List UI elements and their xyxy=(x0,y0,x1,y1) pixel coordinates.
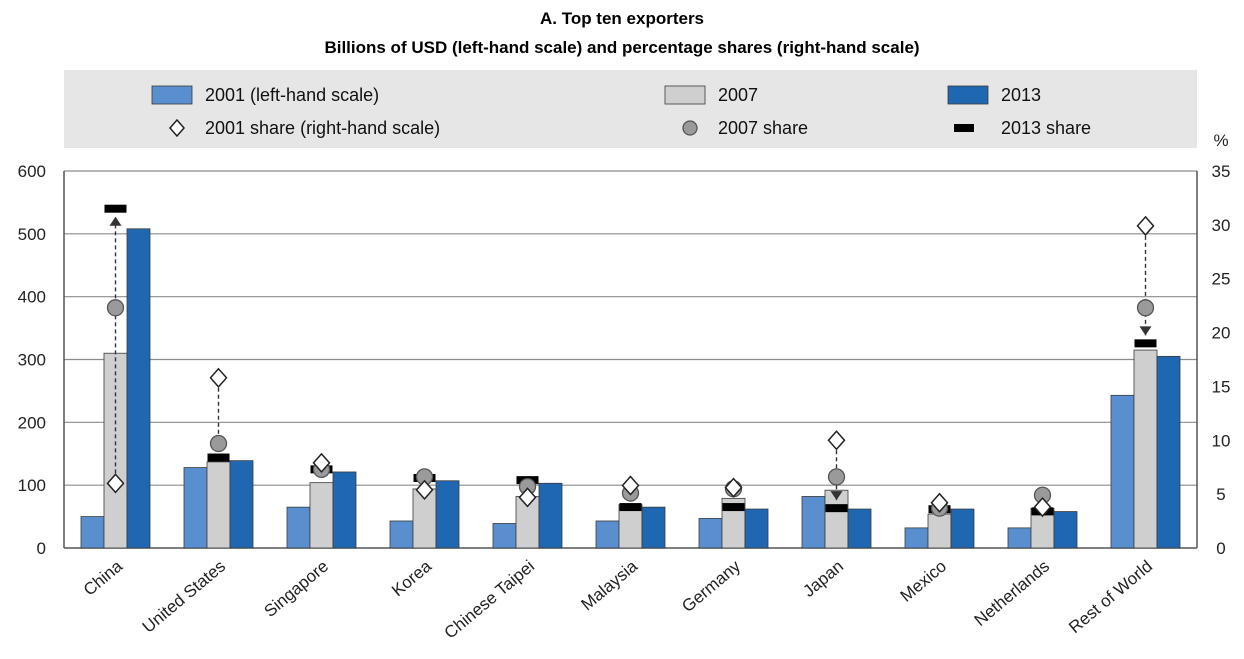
legend: 2001 (left-hand scale) 2007 2013 2001 share… xyxy=(64,70,1197,148)
left-tick-label: 600 xyxy=(18,162,46,181)
legend-swatch xyxy=(151,85,193,105)
marker-2001-share xyxy=(930,492,949,513)
legend-label: 2007 xyxy=(718,85,758,105)
marker-2007-share xyxy=(209,434,228,453)
right-tick-label: 0 xyxy=(1216,539,1225,558)
arrowhead-icon xyxy=(1139,326,1152,336)
left-tick-label: 100 xyxy=(18,476,46,495)
right-tick-label: 25 xyxy=(1212,270,1231,289)
bar-2001 xyxy=(801,496,826,549)
left-tick-label: 400 xyxy=(18,288,46,307)
category-label: China xyxy=(80,556,127,599)
right-tick-label: 35 xyxy=(1212,162,1231,181)
legend-background xyxy=(64,70,1197,148)
legend-swatch xyxy=(947,85,989,105)
bar-2013 xyxy=(538,482,563,549)
right-tick-label: 20 xyxy=(1212,324,1231,343)
bar-2001 xyxy=(698,518,723,549)
bar-2001 xyxy=(80,516,105,549)
marker-2001-share xyxy=(209,367,228,388)
legend-dash-icon xyxy=(954,124,974,132)
bar-2007 xyxy=(309,482,334,549)
bar-2013 xyxy=(229,460,254,549)
right-tick-label: 5 xyxy=(1216,485,1225,504)
marker-2007-share xyxy=(1136,299,1155,317)
chart-subtitle: Billions of USD (left-hand scale) and pe… xyxy=(324,38,919,57)
category-label: Germany xyxy=(678,556,744,616)
arrowhead-icon xyxy=(109,216,122,226)
marker-2013-share xyxy=(1134,339,1157,348)
bar-2007 xyxy=(927,513,952,549)
bar-2013 xyxy=(1053,511,1078,549)
marker-2001-share xyxy=(827,430,846,451)
marker-2013-share xyxy=(722,503,745,512)
bar-2001 xyxy=(389,520,414,549)
legend-swatch xyxy=(664,85,706,105)
arrowhead-icon xyxy=(830,491,843,501)
legend-label: 2001 share (right-hand scale) xyxy=(205,118,440,138)
chart-title: A. Top ten exporters xyxy=(540,9,704,28)
plot-area: 0 100 200 300 400 500 600 0 5 10 15 20 25 30 35 China Un… xyxy=(18,162,1231,643)
bar-2001 xyxy=(595,520,620,549)
bar-2001 xyxy=(1110,394,1135,549)
marker-2001-share xyxy=(621,475,640,496)
category-label: United States xyxy=(139,557,229,637)
category-label: Korea xyxy=(388,556,435,600)
right-tick-label: 10 xyxy=(1212,431,1231,450)
bar-2007 xyxy=(1133,349,1158,549)
bar-2001 xyxy=(492,523,517,549)
legend-circle-icon xyxy=(682,120,698,136)
bar-2001 xyxy=(286,506,311,549)
bar-2013 xyxy=(950,508,975,549)
bar-2013 xyxy=(435,480,460,549)
bar-2007 xyxy=(618,504,643,549)
bar-2013 xyxy=(641,506,666,549)
left-tick-label: 300 xyxy=(18,351,46,370)
bar-2001 xyxy=(904,527,929,549)
left-tick-label: 200 xyxy=(18,413,46,432)
bar-2001 xyxy=(183,467,208,549)
marker-2013-share xyxy=(207,453,230,462)
category-label: Chinese Taipei xyxy=(441,557,538,643)
legend-label: 2007 share xyxy=(718,118,808,138)
legend-label: 2013 share xyxy=(1001,118,1091,138)
category-label: Netherlands xyxy=(971,557,1053,630)
marker-2001-share xyxy=(724,477,743,498)
bar-2013 xyxy=(744,508,769,549)
bar-2013 xyxy=(126,228,151,549)
bar-2007 xyxy=(206,461,231,549)
bar-2013 xyxy=(332,471,357,549)
right-axis-unit: % xyxy=(1213,131,1228,150)
right-tick-label: 30 xyxy=(1212,216,1231,235)
marker-2007-share xyxy=(827,468,846,486)
bar-2013 xyxy=(1156,355,1181,549)
right-tick-label: 15 xyxy=(1212,377,1231,396)
legend-diamond-icon xyxy=(169,118,185,138)
marker-2001-share xyxy=(106,473,125,494)
marker-2013-share xyxy=(619,503,642,512)
marker-2013-share xyxy=(825,504,848,513)
category-label: Malaysia xyxy=(577,556,641,614)
bar-2013 xyxy=(847,508,872,549)
legend-label: 2001 (left-hand scale) xyxy=(205,85,379,105)
marker-2001-share xyxy=(518,487,537,508)
category-label: Singapore xyxy=(260,557,332,621)
category-label: Mexico xyxy=(897,557,950,606)
marker-2001-share xyxy=(312,452,331,474)
marker-2001-share xyxy=(415,479,434,500)
marker-2001-share xyxy=(1033,496,1052,518)
left-tick-label: 500 xyxy=(18,225,46,244)
marker-2013-share xyxy=(104,204,127,213)
marker-2001-share xyxy=(1136,215,1155,237)
marker-2007-share xyxy=(106,299,125,317)
left-tick-label: 0 xyxy=(37,539,46,558)
category-label: Japan xyxy=(799,557,847,601)
bar-2001 xyxy=(1007,527,1032,549)
legend-label: 2013 xyxy=(1001,85,1041,105)
category-label: Rest of World xyxy=(1065,557,1156,638)
